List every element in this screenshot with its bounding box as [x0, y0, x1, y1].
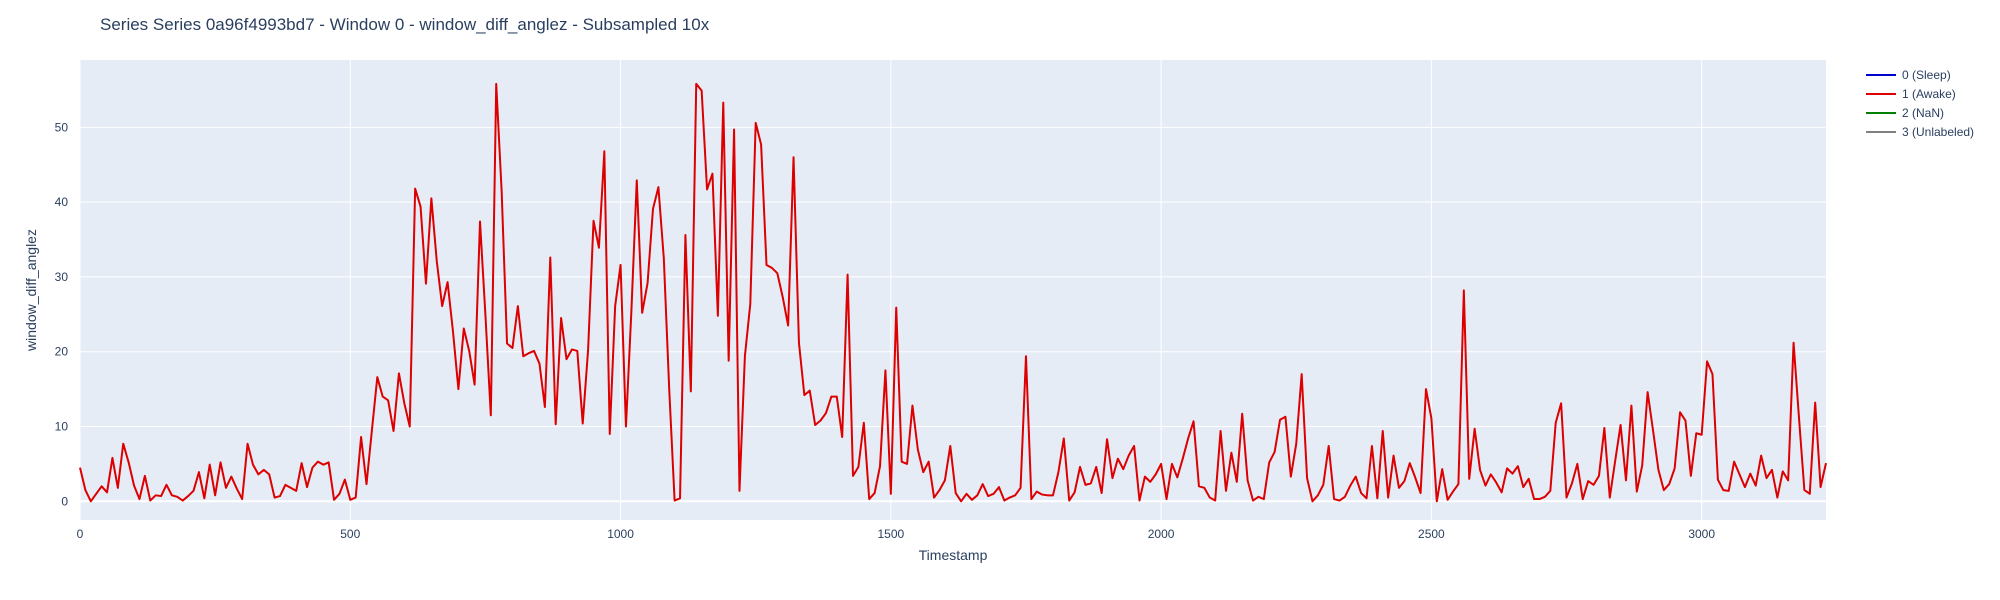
- y-tick-label: 40: [55, 195, 69, 209]
- y-tick-label: 50: [55, 120, 69, 134]
- legend-item[interactable]: 1 (Awake): [1866, 87, 1956, 101]
- x-tick-label: 500: [340, 527, 360, 541]
- legend-item[interactable]: 3 (Unlabeled): [1866, 125, 1974, 139]
- x-tick-label: 1000: [607, 527, 634, 541]
- y-axis-ticks: 0 10 20 30 40 50: [55, 120, 69, 508]
- x-tick-label: 2000: [1148, 527, 1175, 541]
- x-axis-ticks: 0 500 1000 1500 2000 2500 3000: [77, 527, 1716, 541]
- x-tick-label: 2500: [1418, 527, 1445, 541]
- x-tick-label: 0: [77, 527, 84, 541]
- y-tick-label: 10: [55, 420, 69, 434]
- legend-label: 0 (Sleep): [1902, 68, 1951, 82]
- legend-item[interactable]: 0 (Sleep): [1866, 68, 1951, 82]
- x-tick-label: 1500: [877, 527, 904, 541]
- series-layer: [79, 82, 1827, 503]
- legend-label: 1 (Awake): [1902, 87, 1956, 101]
- x-tick-label: 3000: [1688, 527, 1715, 541]
- y-tick-label: 0: [61, 494, 68, 508]
- y-axis-title: window_diff_anglez: [23, 229, 39, 352]
- y-tick-label: 30: [55, 270, 69, 284]
- legend-item[interactable]: 2 (NaN): [1866, 106, 1944, 120]
- chart-title: Series Series 0a96f4993bd7 - Window 0 - …: [100, 15, 710, 34]
- legend-label: 3 (Unlabeled): [1902, 125, 1974, 139]
- series-line-0: [79, 82, 1827, 503]
- legend-label: 2 (NaN): [1902, 106, 1944, 120]
- legend[interactable]: 0 (Sleep) 1 (Awake) 2 (NaN) 3 (Unlabeled): [1866, 68, 1974, 139]
- grid: [79, 60, 1826, 520]
- y-tick-label: 20: [55, 345, 69, 359]
- x-axis-title: Timestamp: [919, 547, 988, 563]
